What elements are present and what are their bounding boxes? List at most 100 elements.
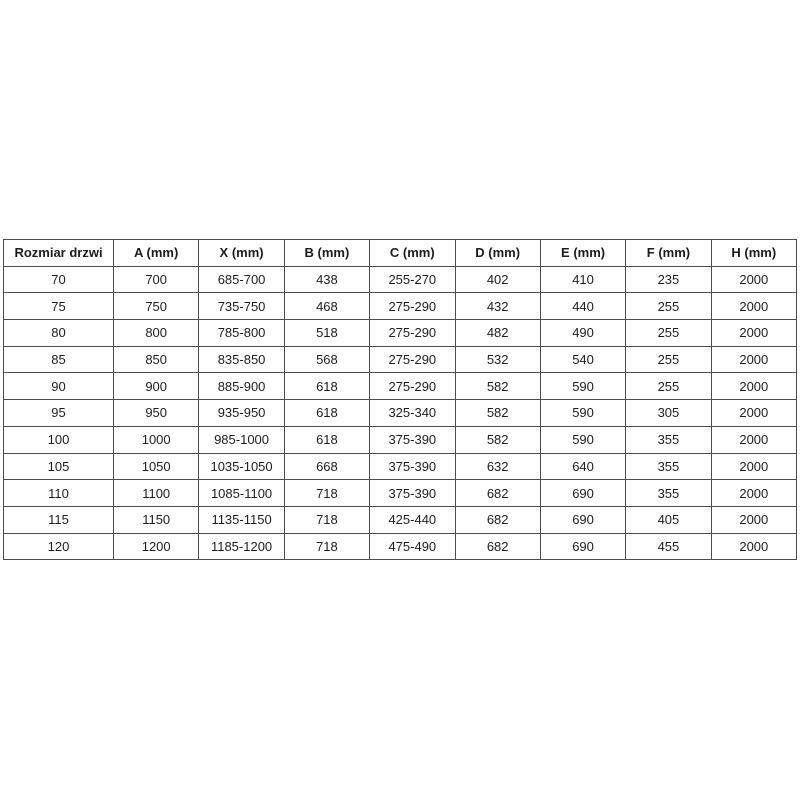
column-header: A (mm) <box>112 239 200 267</box>
table-cell: 255 <box>625 292 712 321</box>
table-row: 105 1050 1035-1050 668 375-390 632 640 355 2000 <box>3 452 798 481</box>
table-cell: 95 <box>3 399 114 427</box>
table-cell: 582 <box>454 399 541 427</box>
table-cell: 2000 <box>710 372 798 401</box>
table-cell: 355 <box>625 479 712 507</box>
table-cell: 2000 <box>710 425 798 454</box>
table-cell: 682 <box>454 505 541 534</box>
table-cell: 438 <box>283 265 371 294</box>
table-row: 70 700 685-700 438 255-270 402 410 235 2000 <box>3 265 798 294</box>
table-cell: 682 <box>454 532 541 561</box>
table-cell: 80 <box>3 319 114 347</box>
table-cell: 275-290 <box>369 292 456 321</box>
table-cell: 682 <box>454 479 541 507</box>
table-cell: 618 <box>283 372 371 401</box>
table-row: 110 1100 1085-1100 718 375-390 682 690 355 2000 <box>3 479 798 507</box>
table-cell: 355 <box>625 452 712 481</box>
table-cell: 2000 <box>710 479 798 507</box>
table-cell: 750 <box>112 292 200 321</box>
table-cell: 1150 <box>112 505 200 534</box>
table-cell: 468 <box>283 292 371 321</box>
table-cell: 440 <box>539 292 627 321</box>
table-cell: 105 <box>3 452 114 481</box>
table-cell: 800 <box>112 319 200 347</box>
table-row: 95 950 935-950 618 325-340 582 590 305 2000 <box>3 399 798 427</box>
table-cell: 255-270 <box>369 265 456 294</box>
table-cell: 1035-1050 <box>198 452 285 481</box>
table-cell: 590 <box>539 425 627 454</box>
table-cell: 690 <box>539 505 627 534</box>
table-cell: 410 <box>539 265 627 294</box>
table-header-row: Rozmiar drzwi A (mm) X (mm) B (mm) C (mm) D (… <box>3 239 798 267</box>
table-cell: 75 <box>3 292 114 321</box>
table-cell: 375-390 <box>369 425 456 454</box>
table-cell: 305 <box>625 399 712 427</box>
table-cell: 90 <box>3 372 114 401</box>
table-cell: 590 <box>539 372 627 401</box>
table-cell: 405 <box>625 505 712 534</box>
table-row: 100 1000 985-1000 618 375-390 582 590 355 2000 <box>3 425 798 454</box>
table-cell: 275-290 <box>369 319 456 347</box>
table-body: 70 700 685-700 438 255-270 402 410 235 2000 75 750… <box>3 265 798 561</box>
column-header: B (mm) <box>283 239 371 267</box>
table-cell: 540 <box>539 345 627 374</box>
table-cell: 2000 <box>710 452 798 481</box>
table-cell: 475-490 <box>369 532 456 561</box>
table-cell: 255 <box>625 372 712 401</box>
table-cell: 1050 <box>112 452 200 481</box>
table-cell: 2000 <box>710 505 798 534</box>
table-cell: 2000 <box>710 292 798 321</box>
table-row: 90 900 885-900 618 275-290 582 590 255 2000 <box>3 372 798 401</box>
table-cell: 425-440 <box>369 505 456 534</box>
table-cell: 718 <box>283 532 371 561</box>
table-cell: 355 <box>625 425 712 454</box>
table-cell: 1085-1100 <box>198 479 285 507</box>
table-cell: 402 <box>454 265 541 294</box>
column-header: F (mm) <box>625 239 712 267</box>
table-cell: 885-900 <box>198 372 285 401</box>
table-cell: 640 <box>539 452 627 481</box>
table-cell: 1185-1200 <box>198 532 285 561</box>
table-row: 115 1150 1135-1150 718 425-440 682 690 405 2000 <box>3 505 798 534</box>
table-row: 75 750 735-750 468 275-290 432 440 255 2000 <box>3 292 798 321</box>
column-header: C (mm) <box>369 239 456 267</box>
table-cell: 532 <box>454 345 541 374</box>
table-cell: 2000 <box>710 319 798 347</box>
table-row: 85 850 835-850 568 275-290 532 540 255 2000 <box>3 345 798 374</box>
table-cell: 950 <box>112 399 200 427</box>
table-cell: 668 <box>283 452 371 481</box>
table-cell: 275-290 <box>369 372 456 401</box>
table-cell: 618 <box>283 399 371 427</box>
table-cell: 718 <box>283 505 371 534</box>
table-header: Rozmiar drzwi A (mm) X (mm) B (mm) C (mm) D (… <box>3 239 798 267</box>
table-cell: 582 <box>454 425 541 454</box>
table-cell: 582 <box>454 372 541 401</box>
table-cell: 835-850 <box>198 345 285 374</box>
table-cell: 275-290 <box>369 345 456 374</box>
table-cell: 325-340 <box>369 399 456 427</box>
table-cell: 120 <box>3 532 114 561</box>
column-header: E (mm) <box>539 239 627 267</box>
table-cell: 2000 <box>710 399 798 427</box>
table-cell: 490 <box>539 319 627 347</box>
table-cell: 700 <box>112 265 200 294</box>
column-header: D (mm) <box>454 239 541 267</box>
table-cell: 618 <box>283 425 371 454</box>
table-cell: 375-390 <box>369 452 456 481</box>
column-header: Rozmiar drzwi <box>3 239 114 267</box>
table-cell: 255 <box>625 319 712 347</box>
column-header: X (mm) <box>198 239 285 267</box>
table-cell: 375-390 <box>369 479 456 507</box>
table-cell: 935-950 <box>198 399 285 427</box>
size-table: Rozmiar drzwi A (mm) X (mm) B (mm) C (mm) D (… <box>3 239 798 561</box>
table-cell: 568 <box>283 345 371 374</box>
table-cell: 718 <box>283 479 371 507</box>
table-cell: 455 <box>625 532 712 561</box>
table-cell: 735-750 <box>198 292 285 321</box>
table-cell: 2000 <box>710 265 798 294</box>
table-cell: 110 <box>3 479 114 507</box>
table-cell: 590 <box>539 399 627 427</box>
table-cell: 1200 <box>112 532 200 561</box>
table-cell: 685-700 <box>198 265 285 294</box>
